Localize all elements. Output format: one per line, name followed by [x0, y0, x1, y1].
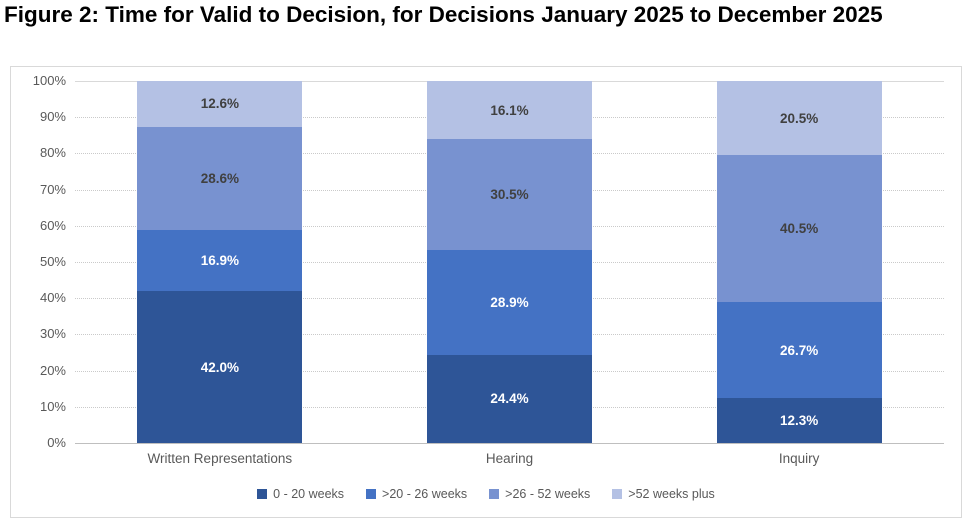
- segment-value-label: 12.6%: [200, 96, 239, 112]
- bar-column-2: 12.3% 26.7% 40.5% 20.5%: [654, 81, 944, 443]
- y-tick-label: 60%: [39, 217, 66, 233]
- segment-value-label: 28.6%: [200, 170, 239, 186]
- bar-segment: 16.9%: [137, 230, 303, 292]
- y-tick-label: 80%: [39, 145, 66, 161]
- segment-value-label: 20.5%: [780, 110, 819, 126]
- bar-segment: 30.5%: [426, 139, 593, 250]
- y-tick-label: 0%: [47, 435, 66, 451]
- legend-swatch: [612, 489, 623, 499]
- y-tick-label: 50%: [39, 254, 66, 270]
- y-tick-label: 30%: [39, 326, 66, 342]
- y-tick-label: 10%: [39, 398, 66, 414]
- y-tick-label: 40%: [39, 290, 66, 306]
- segment-value-label: 40.5%: [780, 221, 819, 236]
- legend-item: >52 weeks plus: [612, 487, 715, 501]
- legend-swatch: [366, 489, 377, 499]
- y-tick-label: 70%: [39, 181, 66, 197]
- segment-value-label: 26.7%: [780, 342, 819, 358]
- legend-label: >26 - 52 weeks: [505, 487, 591, 501]
- category-axis: Written Representations Hearing Inquiry: [75, 451, 944, 466]
- bar-segment: 26.7%: [716, 301, 882, 399]
- bar-column-0: 42.0% 16.9% 28.6% 12.6%: [75, 81, 365, 443]
- bar-segment: 12.3%: [716, 398, 882, 443]
- segment-value-label: 30.5%: [490, 187, 529, 203]
- category-label-1: Hearing: [485, 451, 534, 466]
- legend-label: >20 - 26 weeks: [382, 487, 468, 501]
- bar-segment: 20.5%: [716, 81, 882, 156]
- chart-legend: 0 - 20 weeks >20 - 26 weeks >26 - 52 weeks…: [11, 487, 961, 501]
- legend-label: 0 - 20 weeks: [273, 487, 345, 501]
- chart-container: 0% 10% 20% 30% 40% 50% 60% 70% 80% 90% 100% 42.0% 16…: [10, 66, 962, 518]
- category-label-0: Written Representations: [147, 451, 293, 466]
- segment-value-label: 24.4%: [490, 391, 529, 407]
- bar-column-1: 24.4% 28.9% 30.5% 16.1%: [365, 81, 655, 443]
- stacked-bar: 12.3% 26.7% 40.5% 20.5%: [716, 81, 882, 443]
- segment-value-label: 16.9%: [200, 253, 239, 269]
- segment-value-label: 28.9%: [490, 294, 529, 310]
- segment-value-label: 42.0%: [200, 359, 239, 375]
- bars-layer: 42.0% 16.9% 28.6% 12.6% 24.4% 28.9% 30.5% 16.1%…: [75, 81, 944, 443]
- segment-value-label: 12.3%: [780, 413, 819, 429]
- y-tick-label: 100%: [32, 73, 66, 89]
- legend-item: >26 - 52 weeks: [489, 487, 590, 501]
- bar-segment: 24.4%: [426, 354, 593, 443]
- stacked-bar: 24.4% 28.9% 30.5% 16.1%: [426, 81, 593, 443]
- category-label-2: Inquiry: [778, 451, 820, 466]
- bar-segment: 16.1%: [426, 81, 593, 140]
- segment-value-label: 16.1%: [490, 102, 529, 118]
- stacked-bar: 42.0% 16.9% 28.6% 12.6%: [137, 81, 303, 443]
- legend-swatch: [489, 489, 500, 499]
- legend-item: >20 - 26 weeks: [366, 487, 467, 501]
- figure-title: Figure 2: Time for Valid to Decision, fo…: [4, 2, 883, 27]
- legend-item: 0 - 20 weeks: [257, 487, 344, 501]
- y-tick-label: 20%: [39, 362, 66, 378]
- legend-swatch: [257, 489, 268, 499]
- y-tick-label: 90%: [39, 109, 66, 125]
- bar-segment: 12.6%: [137, 81, 303, 127]
- bar-segment: 28.9%: [426, 249, 593, 355]
- legend-label: >52 weeks plus: [628, 487, 715, 501]
- bar-segment: 28.6%: [137, 126, 303, 230]
- bar-segment: 40.5%: [716, 155, 882, 302]
- bar-segment: 42.0%: [137, 291, 303, 443]
- plot-area: 0% 10% 20% 30% 40% 50% 60% 70% 80% 90% 100% 42.0% 16…: [33, 73, 944, 450]
